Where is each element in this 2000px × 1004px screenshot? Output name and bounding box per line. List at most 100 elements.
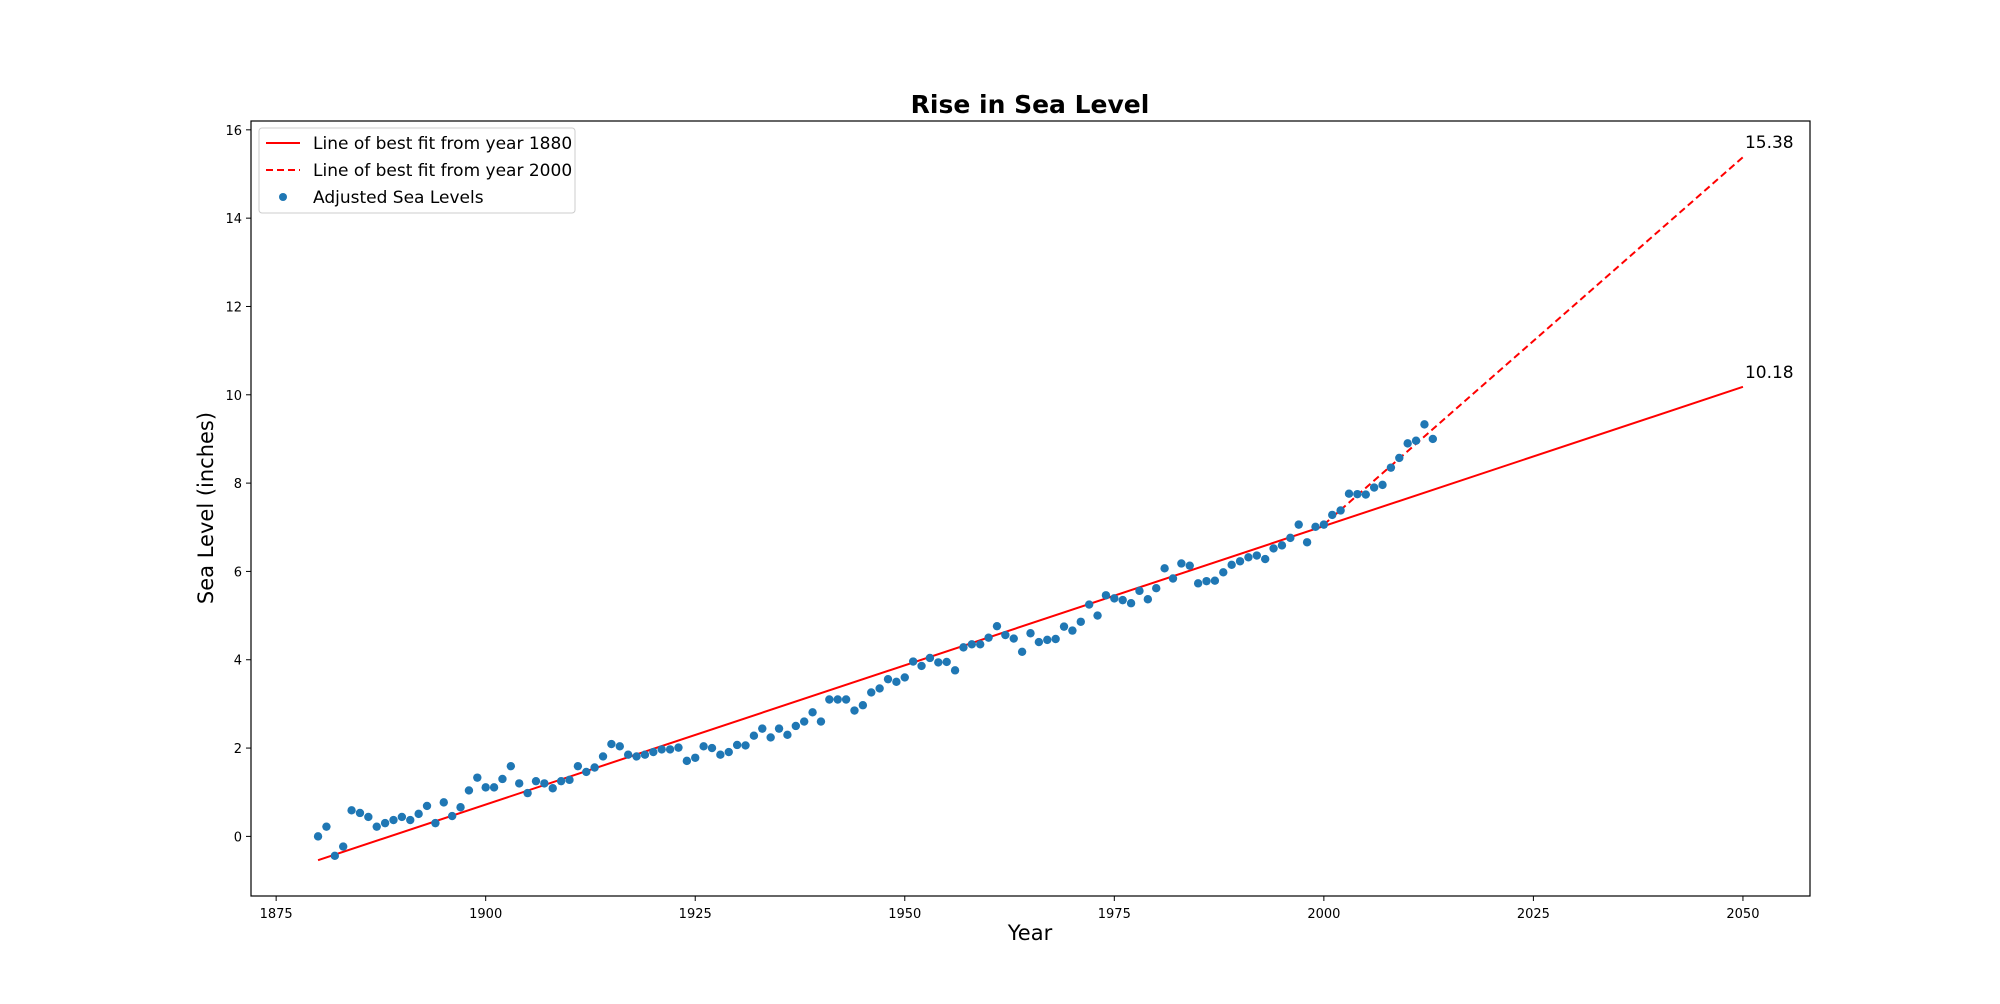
data-point (1361, 490, 1370, 499)
data-point (380, 818, 390, 828)
data-point (1026, 629, 1035, 638)
x-tick-label: 2025 (1517, 907, 1550, 922)
y-tick-label: 16 (225, 124, 242, 139)
data-point (355, 808, 365, 818)
data-point (1143, 595, 1153, 604)
data-point (992, 621, 1002, 631)
data-point (1353, 489, 1362, 499)
data-point (908, 657, 918, 666)
best-fit-line-2000 (1323, 156, 1744, 526)
data-point (942, 657, 951, 667)
data-point (531, 776, 541, 786)
data-point (1302, 538, 1312, 547)
data-point (925, 653, 935, 663)
data-point (959, 643, 968, 652)
x-axis-label: Year (1007, 921, 1053, 945)
series-group (313, 156, 1744, 862)
legend-scatter-marker (279, 193, 287, 201)
data-point (1160, 564, 1169, 573)
y-axis-label: Sea Level (inches) (194, 412, 218, 604)
data-point (657, 745, 666, 754)
y-tick-label: 0 (234, 830, 242, 845)
data-point (867, 688, 876, 697)
data-point (1118, 595, 1127, 605)
data-point (732, 740, 742, 750)
data-point (917, 661, 926, 671)
data-point (1227, 560, 1236, 570)
data-point (1051, 634, 1060, 644)
y-tick-label: 8 (234, 477, 242, 492)
plot-area (313, 156, 1744, 862)
data-point (707, 743, 717, 753)
data-point (724, 747, 733, 757)
data-point (431, 818, 440, 828)
data-point (1311, 522, 1320, 532)
data-point (892, 677, 901, 687)
data-point (422, 801, 432, 811)
data-point (406, 815, 415, 825)
data-point (665, 745, 675, 754)
data-point (1344, 489, 1354, 498)
data-point (498, 774, 507, 784)
data-point (582, 767, 591, 777)
data-point (1244, 553, 1253, 562)
data-point (1428, 434, 1438, 444)
data-point (833, 695, 842, 704)
data-point (598, 752, 608, 761)
data-point (758, 724, 767, 733)
data-point (540, 779, 549, 788)
legend-label-line-2000: Line of best fit from year 2000 (313, 161, 572, 181)
data-point (1319, 520, 1329, 529)
data-point (1395, 453, 1404, 463)
data-point (548, 784, 557, 793)
legend-box (258, 127, 576, 214)
data-point (976, 640, 985, 649)
data-point (456, 803, 465, 812)
data-point (674, 743, 683, 752)
data-point (640, 750, 650, 759)
data-point (1001, 630, 1010, 640)
data-point (1269, 544, 1278, 553)
data-point (825, 695, 834, 704)
data-point (1009, 634, 1018, 643)
data-point (1193, 579, 1203, 588)
data-point (1043, 635, 1052, 645)
data-point (699, 742, 708, 751)
data-point (1378, 480, 1387, 490)
data-point (632, 752, 641, 761)
x-tick-label: 1900 (469, 907, 502, 922)
data-point (1135, 586, 1144, 596)
data-point (489, 783, 499, 792)
data-point (1076, 617, 1085, 626)
data-point (313, 832, 323, 841)
data-point (515, 779, 524, 788)
data-point (1286, 533, 1295, 543)
data-point (623, 750, 633, 759)
data-point (607, 739, 616, 749)
data-point (1328, 510, 1337, 520)
data-point (649, 747, 658, 757)
data-point (1219, 568, 1228, 577)
data-point (615, 742, 624, 751)
data-point (934, 658, 943, 667)
data-point (691, 753, 700, 762)
axis-ticks: 1875 1900 1925 1950 1975 2000 2025 2050 0 2 4 6 8 10 1… (225, 124, 1759, 922)
data-point (799, 717, 809, 726)
data-point (364, 812, 373, 822)
data-point (850, 706, 859, 715)
best-fit-line-1880 (317, 385, 1744, 862)
data-point (1059, 622, 1069, 631)
data-point (1101, 591, 1111, 600)
data-point (816, 717, 826, 726)
data-point (1202, 576, 1211, 586)
data-point (1260, 554, 1270, 564)
data-point (791, 721, 801, 731)
data-point (397, 812, 407, 822)
legend: Line of best fit from year 1880 Line of … (258, 127, 576, 214)
data-point (875, 684, 884, 693)
data-point (523, 788, 532, 798)
data-point (716, 750, 725, 759)
data-point (984, 633, 993, 642)
data-point (1277, 541, 1287, 550)
